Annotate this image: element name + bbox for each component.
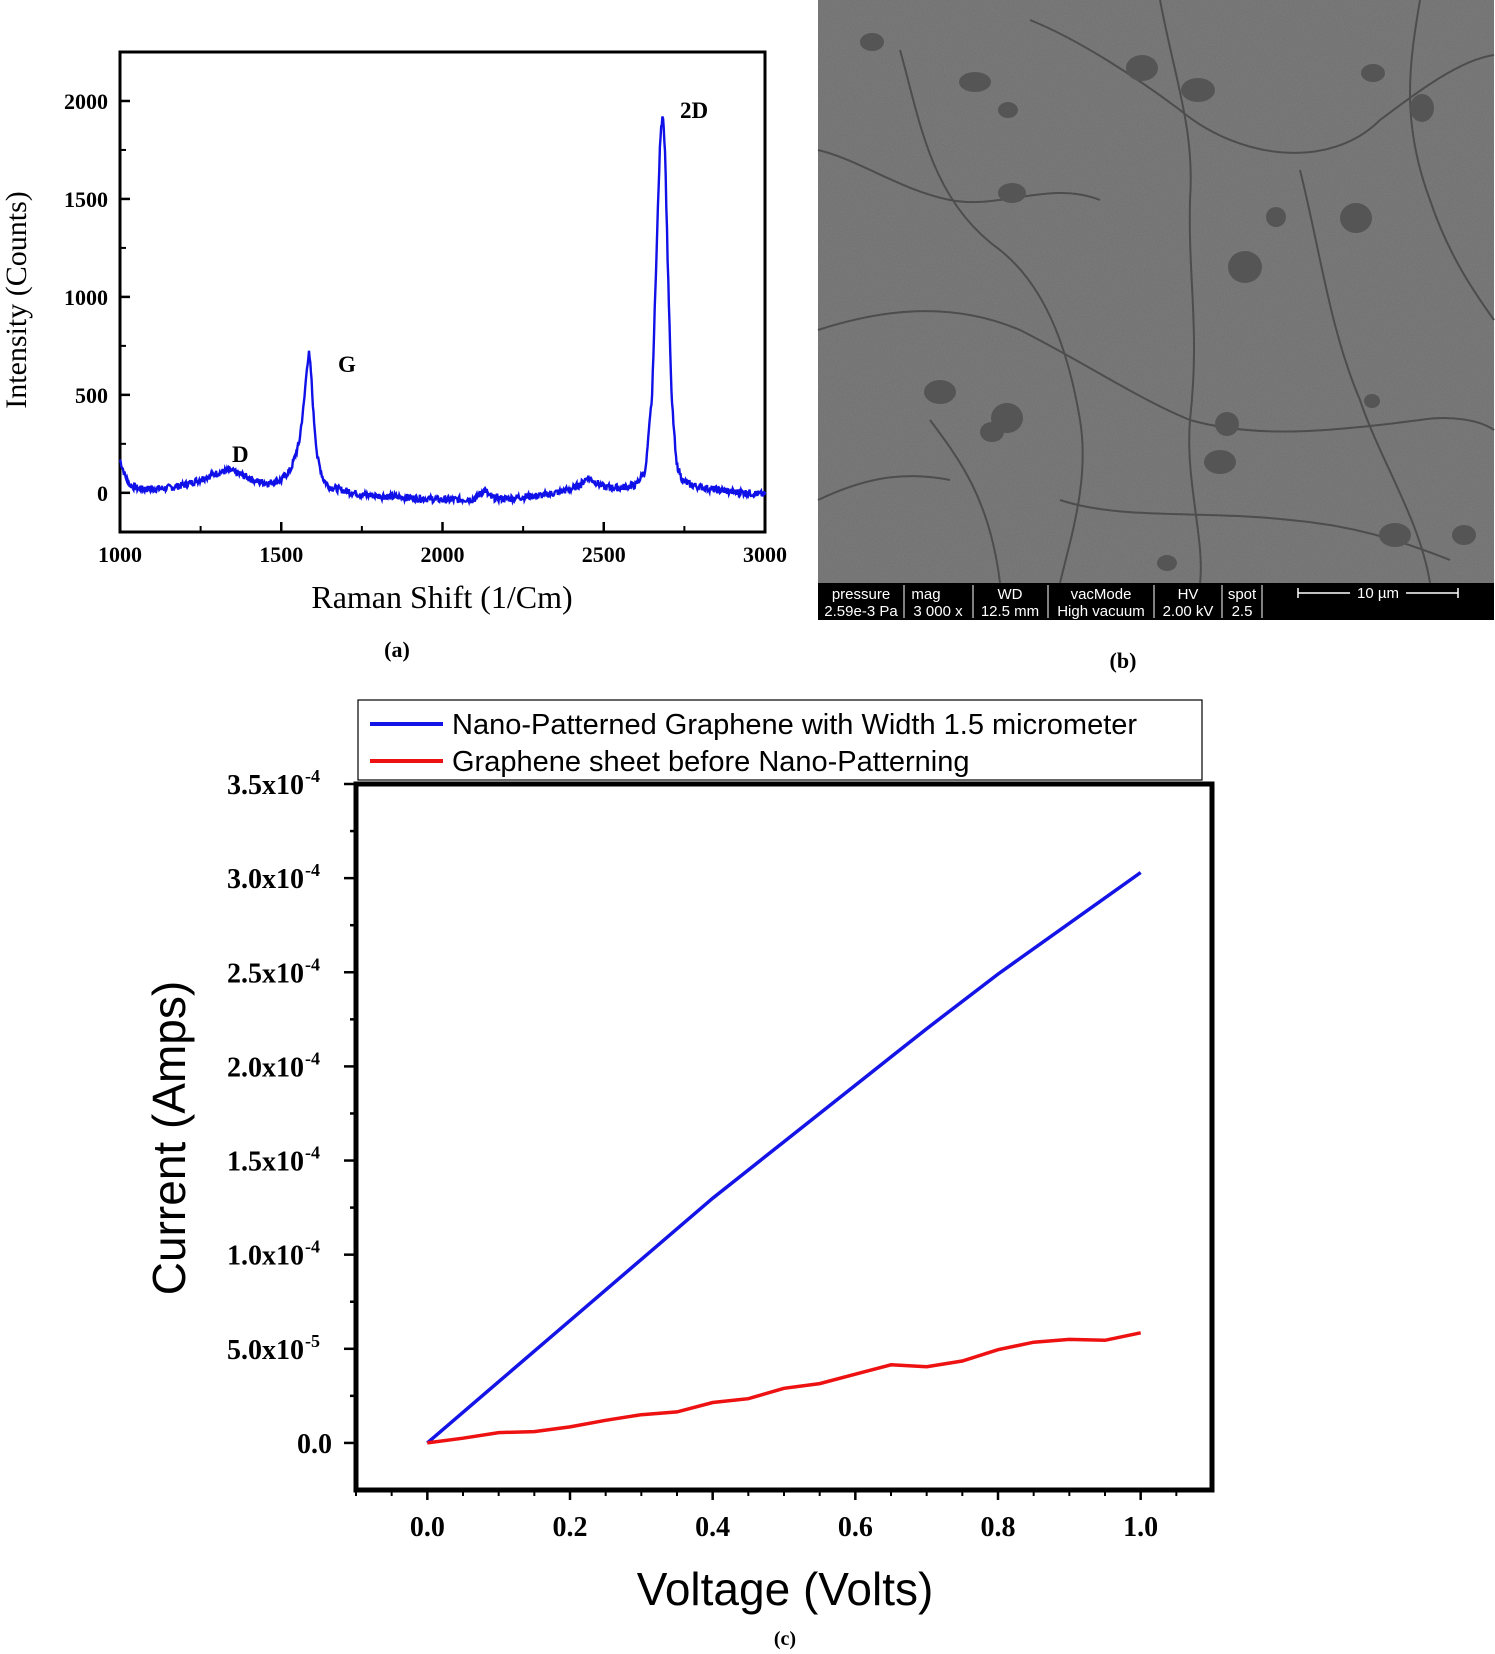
panel-label-b: (b) [1110,648,1137,673]
iv-y-tick-exponent: -4 [305,1143,320,1163]
iv-series-line-nano [426,871,1142,1445]
iv-x-tick-label: 0.0 [410,1512,445,1543]
iv-y-tick-label: 5.0x10 [227,1335,304,1366]
iv-y-tick-label: 0.0 [297,1429,332,1460]
iv-y-tick-exponent: -4 [305,766,320,786]
sem-value-mag: 3 000 x [913,603,963,620]
sem-info-dividers [903,585,1263,618]
raman-x-tick-label: 2000 [421,542,465,567]
iv-x-axis-label: Voltage (Volts) [637,1563,934,1615]
raman-peak-label-2d: 2D [680,98,708,123]
sem-header-mag: mag [911,586,940,603]
iv-x-tick-label: 1.0 [1123,1512,1158,1543]
iv-legend [357,699,1203,781]
iv-x-tick-label: 0.4 [695,1512,730,1543]
iv-y-tick-label: 2.0x10 [227,1052,304,1083]
iv-y-axis-label: Current (Amps) [143,981,195,1295]
raman-chart: 1000 1500 2000 2500 3000 0 500 1000 1500 2000 D G… [0,50,787,662]
raman-y-tick-label: 500 [75,383,108,408]
iv-y-tick-label: 2.5x10 [227,958,304,989]
sem-header-hv: HV [1178,586,1199,603]
iv-chart: Nano-Patterned Graphene with Width 1.5 m… [143,699,1215,1650]
sem-info-headers: pressure mag WD vacMode HV spot [832,586,1257,603]
sem-value-vacmode: High vacuum [1057,603,1145,620]
sem-value-pressure: 2.59e-3 Pa [824,603,898,620]
panel-label-c: (c) [774,1628,796,1650]
sem-scale-bar-label: 10 µm [1357,585,1399,602]
raman-x-tick-label: 1000 [98,542,142,567]
iv-legend-label-sheet: Graphene sheet before Nano-Patterning [452,746,970,778]
iv-y-tick-exponent: -4 [305,954,320,974]
raman-y-axis-label: Intensity (Counts) [0,191,33,409]
sem-header-vacmode: vacMode [1071,586,1132,603]
iv-x-tick-label: 0.2 [553,1512,588,1543]
sem-grain [818,0,1494,583]
raman-axes: 1000 1500 2000 2500 3000 0 500 1000 1500 2000 [64,89,787,567]
sem-image: pressure mag WD vacMode HV spot 2.59e-3 … [817,0,1495,673]
raman-x-tick-label: 1500 [259,542,303,567]
iv-y-tick-exponent: -5 [305,1331,320,1351]
raman-y-tick-label: 1000 [64,285,108,310]
raman-y-tick-label: 0 [97,481,108,506]
iv-series-line-sheet [427,1331,1142,1445]
sem-info-values: 2.59e-3 Pa 3 000 x 12.5 mm High vacuum 2… [824,603,1252,620]
raman-y-tick-label: 1500 [64,187,108,212]
sem-header-wd: WD [998,586,1023,603]
iv-plot-frame [353,781,1215,1493]
panel-label-a: (a) [384,637,410,662]
iv-y-tick-label: 1.5x10 [227,1147,304,1178]
raman-x-axis-label: Raman Shift (1/Cm) [311,579,572,615]
sem-header-spot: spot [1228,586,1257,603]
raman-series-line [118,116,767,507]
sem-value-hv: 2.00 kV [1163,603,1214,620]
sem-multilayer-patches [860,33,1476,571]
iv-x-tick-label: 0.8 [981,1512,1016,1543]
iv-y-tick-exponent: -4 [305,1048,320,1068]
iv-y-tick-exponent: -4 [305,1237,320,1257]
raman-peak-label-d: D [232,442,249,467]
iv-y-tick-label: 3.5x10 [227,770,304,801]
sem-value-wd: 12.5 mm [981,603,1039,620]
raman-peak-label-g: G [338,352,356,377]
raman-y-tick-label: 2000 [64,89,108,114]
iv-axes: 0.0 0.2 0.4 0.6 0.8 1.00.05.0x10 -51.0x10 -41.5… [227,766,1178,1543]
sem-scale-bar: 10 µm [1297,585,1459,602]
iv-y-tick-label: 3.0x10 [227,864,304,895]
raman-x-tick-label: 2500 [582,542,626,567]
iv-x-tick-label: 0.6 [838,1512,873,1543]
iv-legend-label-nano: Nano-Patterned Graphene with Width 1.5 m… [452,709,1137,741]
sem-value-spot: 2.5 [1232,603,1253,620]
raman-x-tick-label: 3000 [743,542,787,567]
iv-y-tick-label: 1.0x10 [227,1241,304,1272]
sem-header-pressure: pressure [832,586,890,603]
iv-y-tick-exponent: -4 [305,860,320,880]
